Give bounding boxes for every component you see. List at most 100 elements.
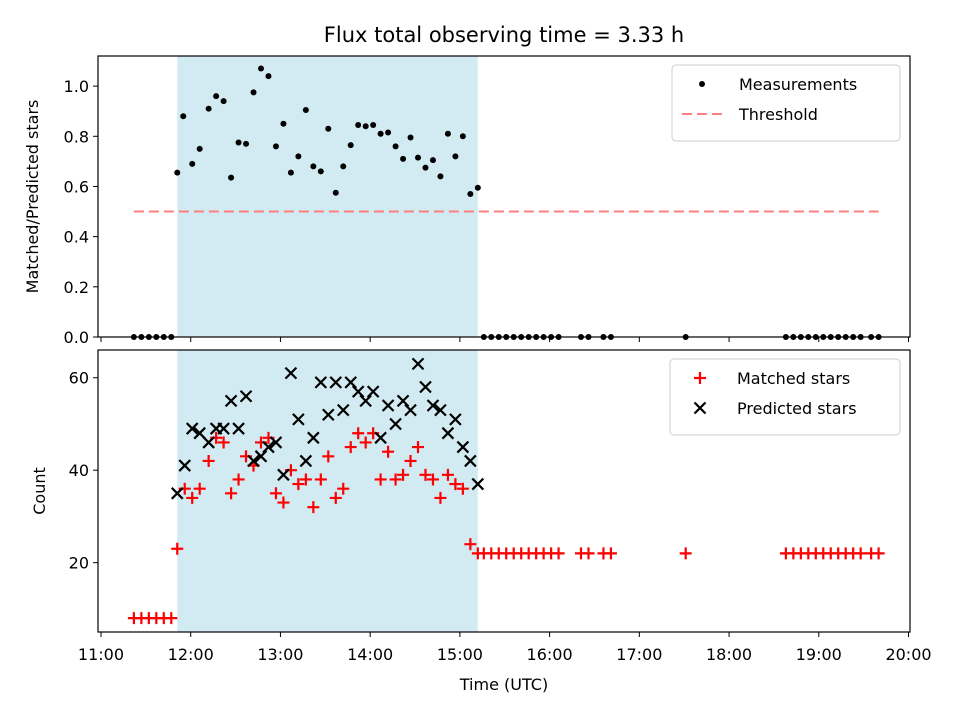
matched-star-point <box>269 487 282 500</box>
axes-frame <box>97 55 911 338</box>
x-tick-label: 16:00 <box>527 645 573 664</box>
measurement-point <box>392 143 399 150</box>
legend: Matched stars Predicted stars <box>669 358 901 436</box>
measurement-point <box>272 143 279 150</box>
matched-star-point <box>337 482 350 495</box>
matched-star-point <box>322 450 335 463</box>
x-tick-label: 19:00 <box>796 645 842 664</box>
predicted-star-point <box>239 389 253 403</box>
measurement-point <box>385 129 392 136</box>
measurement-point <box>213 93 220 100</box>
y-axis-label: Matched/Predicted stars <box>23 100 42 294</box>
predicted-star-point <box>329 376 343 389</box>
measurement-point <box>235 139 242 146</box>
matched-star-point <box>552 547 565 560</box>
x-axis-label: Time (UTC) <box>459 675 548 694</box>
matched-star-point <box>171 542 184 555</box>
legend-label: Matched stars <box>737 369 850 388</box>
predicted-star-point <box>344 376 357 389</box>
legend-box <box>669 358 901 436</box>
measurement-point <box>474 184 481 191</box>
predicted-star-point <box>247 454 260 468</box>
y-tick-label: 0.4 <box>64 228 89 247</box>
predicted-star-point <box>381 399 395 412</box>
predicted-star-point <box>449 413 462 426</box>
measurement-point <box>362 123 369 130</box>
matched-star-point <box>225 487 238 500</box>
matched-star-point <box>434 491 447 504</box>
y-axis-label: Count <box>30 467 49 515</box>
legend: Measurements Threshold <box>671 64 901 142</box>
predicted-star-point <box>292 413 305 426</box>
matched-star-point <box>854 547 867 560</box>
matched-star-point <box>186 491 199 504</box>
predicted-star-point <box>269 436 283 449</box>
predicted-star-point <box>404 403 417 417</box>
predicted-star-point <box>202 436 215 449</box>
matched-star-point <box>344 441 357 454</box>
legend-label: Predicted stars <box>737 399 857 418</box>
x-tick-label: 20:00 <box>885 645 931 664</box>
measurement-point <box>295 153 302 160</box>
measurement-point <box>250 89 257 96</box>
predicted-star-point <box>322 408 335 421</box>
x-tick-label: 18:00 <box>706 645 752 664</box>
matched-star-point <box>359 436 372 449</box>
measurement-point <box>437 173 444 180</box>
shaded-region <box>177 350 478 632</box>
predicted-star-point <box>426 399 440 412</box>
matched-star-point <box>329 491 342 504</box>
predicted-star-point <box>217 422 230 435</box>
predicted-star-point <box>307 431 320 445</box>
predicted-star-point <box>419 380 432 394</box>
x-tick-label: 14:00 <box>347 645 393 664</box>
matched-star-point <box>299 473 312 486</box>
y-tick-label: 40 <box>69 461 89 480</box>
matched-star-point <box>165 612 178 625</box>
predicted-star-point <box>277 468 290 482</box>
predicted-star-point <box>351 385 365 398</box>
top-panel: 0.0 0.2 0.4 0.6 0.8 1.0 Matched/Predicted star… <box>23 55 911 347</box>
y-tick-label: 0.6 <box>64 177 89 196</box>
measurement-point <box>174 169 181 176</box>
predicted-star-point <box>314 376 328 389</box>
y-tick-label: 0.8 <box>64 127 89 146</box>
legend-marker-measurements <box>699 81 705 87</box>
measurement-point <box>265 73 272 80</box>
predicted-star-point <box>299 454 313 468</box>
matched-star-point <box>314 473 327 486</box>
matched-star-point <box>404 454 417 467</box>
predicted-star-point <box>359 394 372 408</box>
predicted-star-point <box>456 440 470 454</box>
measurement-point <box>257 65 264 72</box>
matched-star-point <box>389 473 402 486</box>
matched-star-point <box>604 547 617 560</box>
matched-star-point <box>872 547 885 560</box>
predicted-star-point <box>170 487 184 500</box>
chart-title: Flux total observing time = 3.33 h <box>324 23 684 47</box>
predicted-star-point <box>366 385 380 398</box>
predicted-star-point <box>389 417 402 431</box>
predicted-star-point <box>471 477 485 491</box>
matched-star-point <box>679 547 692 560</box>
matched-star-point <box>582 547 595 560</box>
matched-star-point <box>374 473 387 486</box>
y-tick-label: 20 <box>69 554 89 573</box>
bottom-panel: 11:00 12:00 13:00 14:00 15:00 16:00 17:00 18:00… <box>30 349 932 694</box>
predicted-star-point <box>411 357 425 371</box>
measurement-point <box>355 121 362 128</box>
measurement-point <box>400 155 407 162</box>
predicted-star-point <box>224 394 238 408</box>
measurement-point <box>444 130 451 137</box>
matched-star-point <box>412 441 425 454</box>
predicted-star-point <box>464 454 477 468</box>
measurement-point <box>332 189 339 196</box>
legend-box <box>671 64 901 142</box>
measurement-point <box>220 98 227 105</box>
measurement-point <box>196 145 203 152</box>
predicted-star-point <box>336 403 350 417</box>
y-tick-label: 0.2 <box>64 278 89 297</box>
matched-star-point <box>441 468 454 481</box>
matched-star-point <box>232 473 245 486</box>
measurement-point <box>415 154 422 161</box>
